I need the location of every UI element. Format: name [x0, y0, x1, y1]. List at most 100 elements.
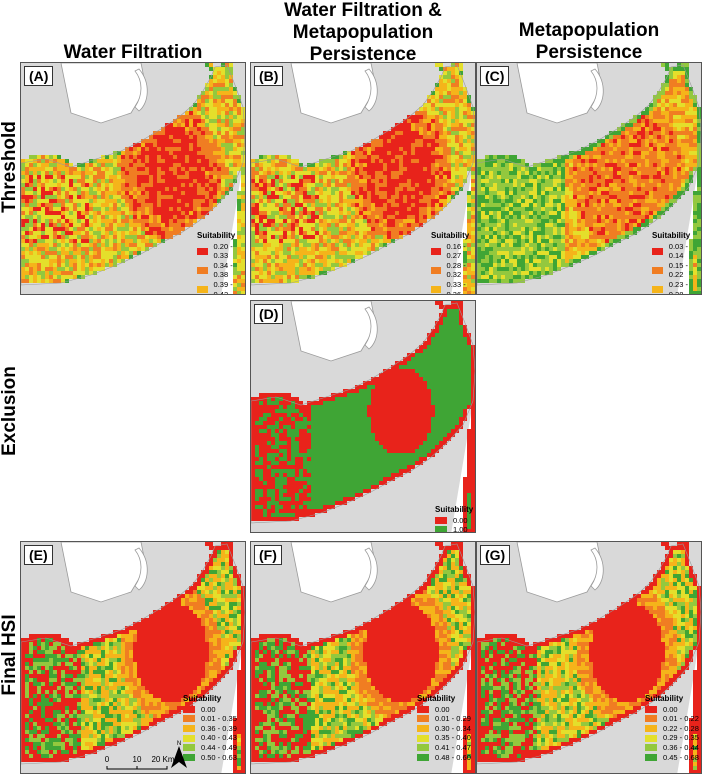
raster-cell [149, 171, 153, 175]
raster-cell [209, 87, 213, 91]
raster-cell [387, 215, 391, 219]
raster-cell [497, 195, 501, 199]
raster-cell [415, 211, 419, 215]
raster-cell [77, 247, 81, 251]
raster-cell [399, 227, 403, 231]
raster-cell [489, 211, 493, 215]
raster-cell [335, 219, 339, 223]
raster-cell [189, 147, 193, 151]
raster-cell [455, 71, 459, 75]
raster-cell [125, 159, 129, 163]
raster-cell [287, 175, 291, 179]
raster-cell [117, 207, 121, 211]
raster-cell [97, 191, 101, 195]
raster-cell [367, 171, 371, 175]
raster-cell [533, 239, 537, 243]
raster-cell [403, 147, 407, 151]
raster-cell [315, 199, 319, 203]
raster-cell [271, 203, 275, 207]
raster-cell [29, 187, 33, 191]
raster-cell [165, 207, 169, 211]
raster-cell [411, 163, 415, 167]
raster-cell [161, 147, 165, 151]
raster-cell [121, 211, 125, 215]
raster-cell [69, 223, 73, 227]
raster-cell [45, 275, 49, 279]
raster-cell [451, 139, 455, 143]
raster-cell [315, 191, 319, 195]
raster-cell [609, 223, 613, 227]
raster-cell [61, 171, 65, 175]
raster-cell [625, 179, 629, 183]
raster-cell [331, 215, 335, 219]
raster-cell [403, 131, 407, 135]
raster-cell [343, 195, 347, 199]
raster-cell [263, 231, 267, 235]
raster-cell [363, 143, 367, 147]
raster-cell [217, 171, 221, 175]
raster-cell [319, 191, 323, 195]
raster-cell [81, 239, 85, 243]
raster-cell [279, 223, 283, 227]
raster-cell [649, 159, 653, 163]
raster-cell [209, 111, 213, 115]
raster-cell [65, 275, 69, 279]
raster-cell [419, 199, 423, 203]
raster-cell [585, 151, 589, 155]
raster-cell [65, 203, 69, 207]
raster-cell [315, 235, 319, 239]
raster-cell [221, 123, 225, 127]
raster-cell [545, 207, 549, 211]
raster-cell [439, 199, 443, 203]
raster-cell [399, 167, 403, 171]
raster-cell [61, 175, 65, 179]
raster-cell [41, 271, 45, 275]
raster-cell [129, 223, 133, 227]
raster-cell [141, 235, 145, 239]
raster-cell [489, 227, 493, 231]
raster-cell [29, 239, 33, 243]
raster-cell [653, 175, 657, 179]
raster-cell [553, 227, 557, 231]
raster-cell [573, 171, 577, 175]
raster-cell [335, 239, 339, 243]
raster-cell [307, 259, 311, 263]
raster-cell [287, 227, 291, 231]
raster-cell [577, 215, 581, 219]
raster-cell [197, 207, 201, 211]
raster-cell [41, 175, 45, 179]
raster-cell [205, 163, 209, 167]
raster-cell [689, 171, 693, 175]
raster-cell [185, 167, 189, 171]
raster-cell [259, 215, 263, 219]
raster-cell [37, 235, 41, 239]
raster-cell [593, 219, 597, 223]
raster-cell [545, 203, 549, 207]
raster-cell [443, 91, 447, 95]
raster-cell [335, 199, 339, 203]
raster-cell [113, 211, 117, 215]
raster-cell [177, 155, 181, 159]
raster-cell [355, 251, 359, 255]
raster-cell [375, 179, 379, 183]
raster-cell [355, 223, 359, 227]
raster-cell [467, 119, 471, 123]
raster-cell [585, 235, 589, 239]
raster-cell [665, 119, 669, 123]
raster-cell [287, 263, 291, 267]
raster-cell [157, 151, 161, 155]
raster-cell [351, 191, 355, 195]
raster-cell [25, 235, 29, 239]
raster-cell [197, 179, 201, 183]
raster-cell [641, 163, 645, 167]
raster-cell [613, 159, 617, 163]
raster-cell [299, 175, 303, 179]
raster-cell [241, 215, 245, 219]
raster-cell [423, 155, 427, 159]
raster-cell [459, 131, 463, 135]
raster-cell [677, 111, 681, 115]
raster-cell [681, 171, 685, 175]
raster-cell [185, 111, 189, 115]
raster-cell [77, 271, 81, 275]
raster-cell [41, 231, 45, 235]
